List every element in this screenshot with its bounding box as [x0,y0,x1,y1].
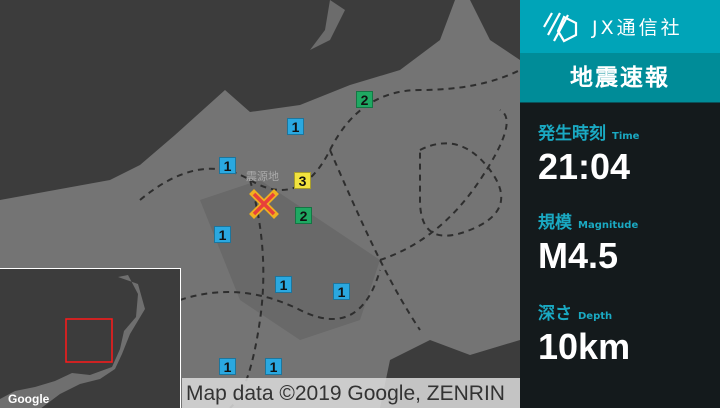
magnitude-sublabel: Magnitude [578,220,639,231]
japan-overview [0,275,145,408]
map-attribution: Map data ©2019 Google, ZENRIN [182,378,520,408]
intensity-marker-1[interactable]: 1 [219,358,236,375]
magnitude-label: 規模 [538,213,572,233]
magnitude-section: 規模 Magnitude M4.5 [520,208,720,300]
time-label: 発生時刻 [538,124,606,144]
intensity-marker-3[interactable]: 3 [294,172,311,189]
depth-label: 深さ [538,304,572,324]
brand-name: JX通信社 [592,17,683,39]
viewport-rect [65,318,113,363]
google-logo: Google [8,392,50,406]
epicenter-label: 震源地 [246,170,279,183]
time-value: 21:04 [538,146,631,187]
intensity-marker-2[interactable]: 2 [356,91,373,108]
epicenter-x-icon [249,189,279,219]
intensity-marker-1[interactable]: 1 [333,283,350,300]
brand-header: JX通信社 [520,0,720,53]
depth-section: 深さ Depth 10km [520,299,720,391]
time-section: 発生時刻 Time 21:04 [520,119,720,211]
time-sublabel: Time [612,131,640,142]
intensity-marker-1[interactable]: 1 [275,276,292,293]
depth-value: 10km [538,326,631,367]
jx-logo-icon [543,11,578,42]
intensity-marker-1[interactable]: 1 [287,118,304,135]
intensity-marker-1[interactable]: 1 [214,226,231,243]
depth-sublabel: Depth [578,311,613,322]
panel-title: 地震速報 [520,53,720,103]
intensity-marker-1[interactable]: 1 [219,157,236,174]
magnitude-value: M4.5 [538,235,619,276]
intensity-marker-1[interactable]: 1 [265,358,282,375]
info-panel: JX通信社 地震速報 発生時刻 Time 21:04 規模 Magnitude M4… [520,0,720,408]
intensity-marker-2[interactable]: 2 [295,207,312,224]
overview-inset-map[interactable]: Google [0,268,181,408]
map[interactable]: 1 1 1 1 1 2 2 3 震源地 Google Map data ©201… [0,0,520,408]
